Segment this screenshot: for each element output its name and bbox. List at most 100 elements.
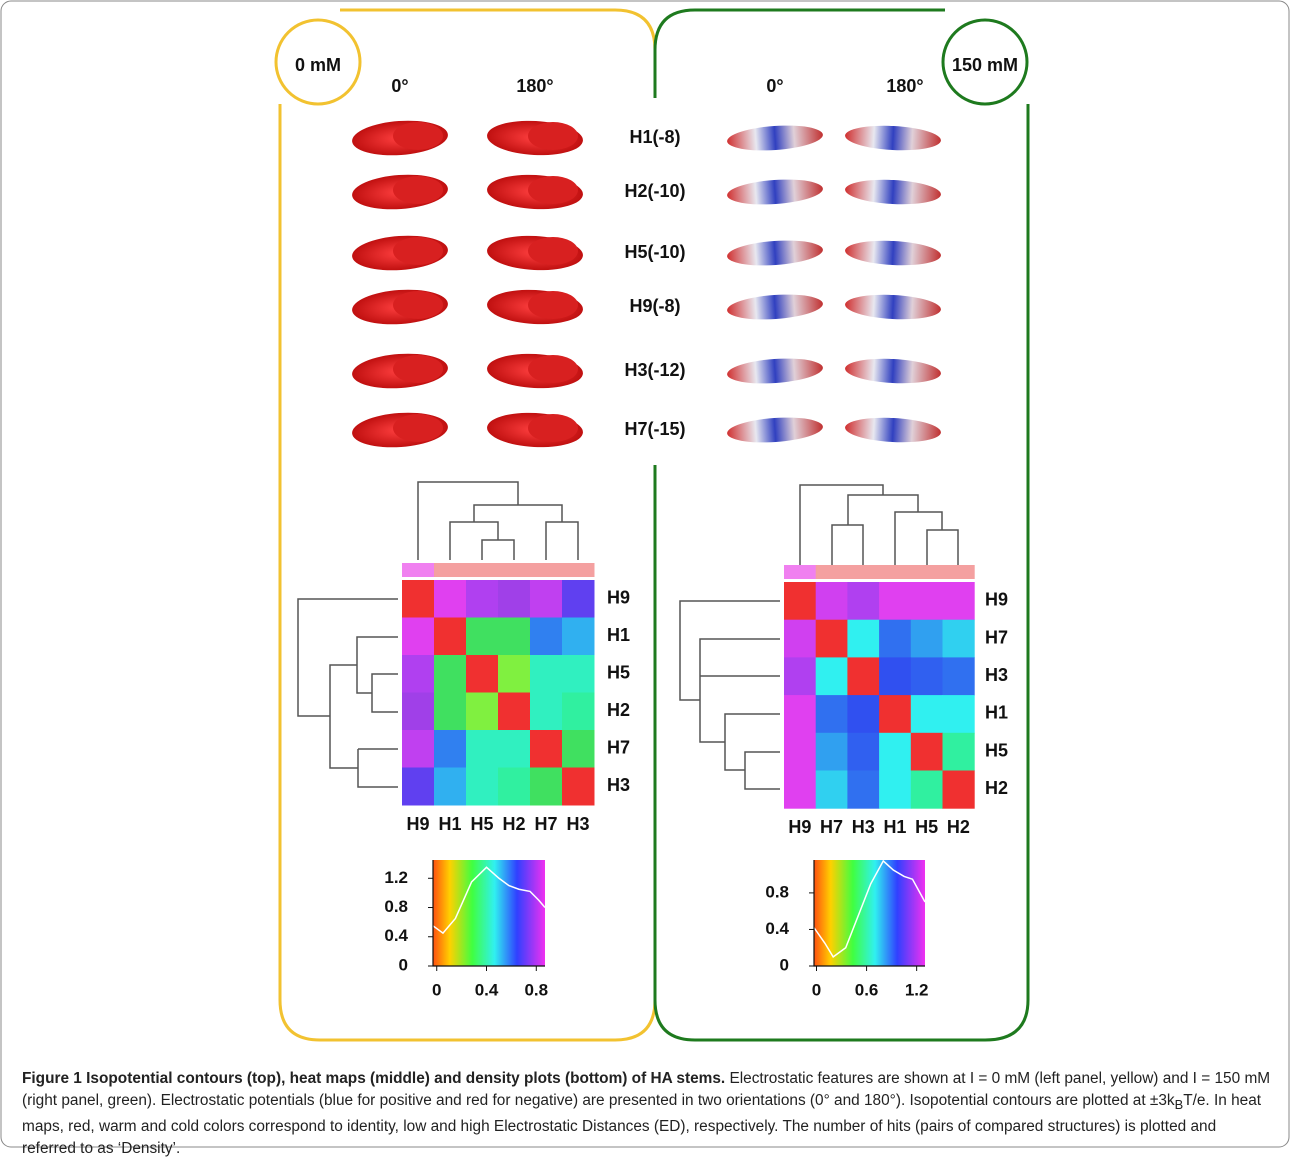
heatmap-cell bbox=[466, 693, 499, 731]
heatmap-cell bbox=[498, 693, 531, 731]
heatmap-cell bbox=[784, 582, 816, 620]
heatmap-cell bbox=[530, 655, 563, 693]
heatmap-cell bbox=[466, 730, 499, 768]
figure: H1(-8)H2(-10)H5(-10)H9(-8)H3(-12)H7(-15)… bbox=[0, 0, 1290, 1148]
structure-label: H3(-12) bbox=[624, 360, 685, 380]
heatmap-cell bbox=[466, 655, 499, 693]
heatmap-cell bbox=[943, 733, 975, 771]
structure-image bbox=[726, 292, 823, 323]
x-tick-label: 1.2 bbox=[905, 980, 929, 999]
structure-image bbox=[844, 239, 941, 268]
structure-image bbox=[393, 291, 443, 319]
heatmap-cell bbox=[402, 580, 435, 618]
heatmap-cell bbox=[562, 768, 595, 806]
heatmap-cell bbox=[943, 582, 975, 620]
concentration-label: 0 mM bbox=[295, 55, 341, 75]
heatmap-cell bbox=[530, 768, 563, 806]
structure-image bbox=[726, 123, 823, 154]
group-bar bbox=[466, 563, 499, 577]
row-label: H3 bbox=[985, 665, 1008, 685]
caption: Figure 1 Isopotential contours (top), he… bbox=[22, 1068, 1272, 1160]
heatmap-cell bbox=[847, 733, 879, 771]
heatmap-cell bbox=[498, 655, 531, 693]
heatmap-cell bbox=[847, 695, 879, 733]
column-label: H3 bbox=[852, 817, 875, 837]
row-label: H1 bbox=[985, 703, 1008, 723]
column-label: H7 bbox=[820, 817, 843, 837]
structure-image bbox=[528, 414, 578, 442]
y-tick-label: 0.8 bbox=[765, 882, 789, 901]
column-label: H5 bbox=[915, 817, 938, 837]
dendrogram-side-left bbox=[298, 599, 398, 787]
heatmap-cell bbox=[943, 695, 975, 733]
heatmap-cell bbox=[847, 582, 879, 620]
structure-image bbox=[528, 237, 578, 265]
structure-image bbox=[393, 122, 443, 150]
heatmap-cell bbox=[402, 730, 435, 768]
heatmap-cell bbox=[816, 582, 848, 620]
heatmap-cell bbox=[402, 618, 435, 656]
structure-image bbox=[528, 176, 578, 204]
x-tick-label: 0.6 bbox=[855, 980, 879, 999]
column-label: H9 bbox=[406, 814, 429, 834]
heatmap-cell bbox=[784, 657, 816, 695]
row-label: H1 bbox=[607, 625, 630, 645]
heatmap-cell bbox=[562, 580, 595, 618]
x-tick-label: 0.8 bbox=[524, 980, 548, 999]
heatmap-cell bbox=[530, 580, 563, 618]
heatmap-cell bbox=[784, 620, 816, 658]
group-bar bbox=[879, 565, 911, 579]
heatmap-cell bbox=[434, 580, 467, 618]
heatmap-cell bbox=[943, 620, 975, 658]
heatmap-cell bbox=[784, 695, 816, 733]
row-label: H2 bbox=[985, 778, 1008, 798]
heatmap-cell bbox=[911, 657, 943, 695]
structure-label: H5(-10) bbox=[624, 242, 685, 262]
column-label: H7 bbox=[534, 814, 557, 834]
heatmap-cell bbox=[816, 771, 848, 809]
structure-image bbox=[528, 291, 578, 319]
y-tick-label: 0.4 bbox=[765, 919, 789, 938]
structure-image bbox=[844, 178, 941, 207]
row-label: H7 bbox=[607, 738, 630, 758]
heatmap-cell bbox=[847, 657, 879, 695]
group-bar bbox=[943, 565, 975, 579]
structure-image bbox=[844, 357, 941, 386]
y-tick-label: 0 bbox=[399, 955, 408, 974]
column-label: H9 bbox=[788, 817, 811, 837]
density-background bbox=[433, 860, 545, 966]
heatmap-cell bbox=[562, 618, 595, 656]
heatmap-cell bbox=[530, 693, 563, 731]
x-tick-label: 0 bbox=[432, 980, 441, 999]
heatmap-cell bbox=[816, 620, 848, 658]
heatmap-cell bbox=[498, 618, 531, 656]
heatmap-cell bbox=[562, 655, 595, 693]
caption-label: Figure 1 bbox=[22, 1070, 82, 1087]
heatmap-cell bbox=[879, 771, 911, 809]
column-label: H3 bbox=[566, 814, 589, 834]
y-tick-label: 0 bbox=[780, 955, 789, 974]
heatmap-cell bbox=[879, 582, 911, 620]
heatmap-cell bbox=[879, 657, 911, 695]
row-label: H9 bbox=[607, 588, 630, 608]
structure-label: H1(-8) bbox=[629, 127, 680, 147]
heatmap-cell bbox=[402, 693, 435, 731]
structure-label: H2(-10) bbox=[624, 181, 685, 201]
group-bar bbox=[498, 563, 531, 577]
heatmap-cell bbox=[943, 657, 975, 695]
row-label: H7 bbox=[985, 627, 1008, 647]
heatmap-cell bbox=[434, 730, 467, 768]
heatmap-cell bbox=[402, 655, 435, 693]
group-bar bbox=[530, 563, 563, 577]
structure-image bbox=[844, 124, 941, 153]
heatmap-cell bbox=[911, 695, 943, 733]
row-label: H9 bbox=[985, 590, 1008, 610]
column-label: H1 bbox=[438, 814, 461, 834]
group-bar bbox=[562, 563, 595, 577]
heatmap-cell bbox=[434, 618, 467, 656]
structure-image bbox=[844, 416, 941, 445]
heatmap-cell bbox=[498, 730, 531, 768]
structure-image bbox=[528, 122, 578, 150]
y-tick-label: 1.2 bbox=[384, 868, 408, 887]
heatmap-cell bbox=[530, 618, 563, 656]
